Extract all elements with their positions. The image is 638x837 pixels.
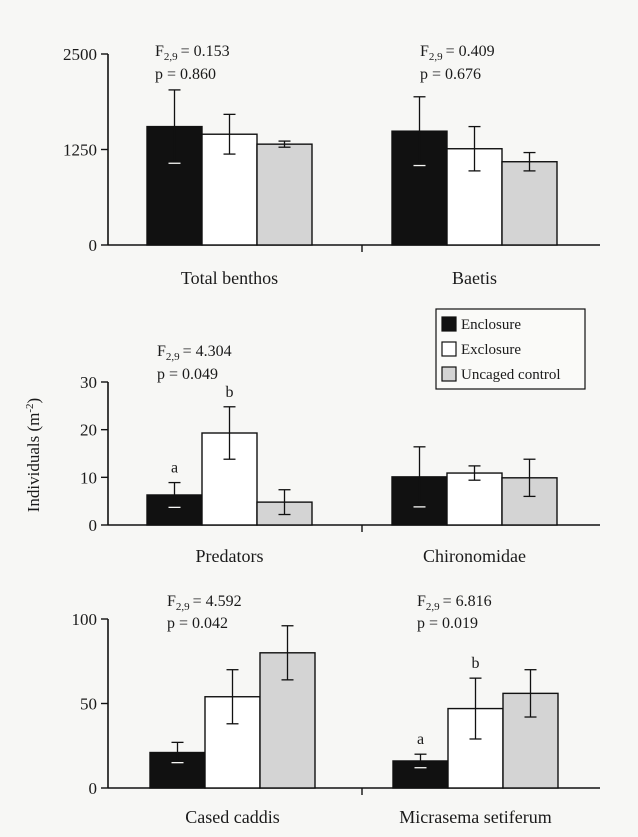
stat-p: p = 0.676 <box>420 66 481 83</box>
y-axis-label-text: Individuals (m <box>24 413 43 513</box>
stat-f: F2,9 = 4.592 <box>167 593 242 613</box>
legend-swatch <box>441 316 457 332</box>
legend: Enclosure Exclosure Uncaged control <box>435 308 586 390</box>
legend-label: Enclosure <box>461 317 521 333</box>
bar-uncaged-control <box>256 143 313 246</box>
y-tick-label: 0 <box>89 516 98 535</box>
panel-3: 0 50 100 Cased caddis F2,9 = 4.592 p = 0.042 a b… <box>72 593 600 827</box>
panels: 0 1250 2500 Total benthos F2,9 = 0.153 p = 0.8… <box>63 43 600 827</box>
category-label: Chironomidae <box>423 546 526 566</box>
stat-f: F2,9 = 0.409 <box>420 43 495 63</box>
legend-swatch <box>441 366 457 382</box>
category-label: Micrasema setiferum <box>399 807 551 827</box>
y-tick-label: 10 <box>80 468 97 487</box>
stat-p: p = 0.019 <box>417 615 478 632</box>
y-tick-label: 30 <box>80 373 97 392</box>
y-tick-label: 50 <box>80 695 97 714</box>
stat-f: F2,9 = 4.304 <box>157 343 232 363</box>
panel-1: 0 1250 2500 Total benthos F2,9 = 0.153 p = 0.8… <box>63 43 600 288</box>
stat-f: F2,9 = 0.153 <box>155 43 230 63</box>
group-micrasema-setiferum: a b Micrasema setiferum F2,9 = 6.816 p = 0.01… <box>392 593 559 827</box>
group-total-benthos: Total benthos F2,9 = 0.153 p = 0.860 <box>146 43 313 288</box>
bar-exclosure <box>447 707 504 789</box>
significance-letter: a <box>417 731 424 748</box>
significance-letter: b <box>226 384 234 401</box>
stat-p: p = 0.042 <box>167 615 228 632</box>
y-tick-label: 20 <box>80 421 97 440</box>
category-label: Predators <box>196 546 264 566</box>
y-tick-label: 0 <box>89 779 98 798</box>
stat-f: F2,9 = 6.816 <box>417 593 492 613</box>
category-label: Baetis <box>452 268 497 288</box>
y-tick-label: 2500 <box>63 45 97 64</box>
stat-p: p = 0.049 <box>157 366 218 383</box>
legend-swatch <box>441 341 457 357</box>
y-axis-label: Individuals (m-2) <box>24 398 43 512</box>
bar-uncaged-control <box>501 161 558 246</box>
y-tick-label: 0 <box>89 236 98 255</box>
significance-letter: a <box>171 460 178 477</box>
category-label: Cased caddis <box>185 807 279 827</box>
legend-label: Uncaged control <box>461 367 561 383</box>
legend-box <box>435 308 586 390</box>
significance-letter: b <box>472 655 480 672</box>
y-axis-label-close: ) <box>24 398 43 404</box>
y-axis-label-exponent: -2 <box>24 403 36 412</box>
y-tick-label: 1250 <box>63 141 97 160</box>
group-cased-caddis: Cased caddis F2,9 = 4.592 p = 0.042 <box>149 593 316 827</box>
group-predators: a b Predators F2,9 = 4.304 p = 0.049 <box>146 343 313 566</box>
y-tick-label: 100 <box>72 610 98 629</box>
category-label: Total benthos <box>181 268 278 288</box>
group-baetis: Baetis F2,9 = 0.409 p = 0.676 <box>391 43 558 288</box>
stat-p: p = 0.860 <box>155 66 216 83</box>
legend-label: Exclosure <box>461 342 521 358</box>
bar-exclosure <box>446 472 503 526</box>
